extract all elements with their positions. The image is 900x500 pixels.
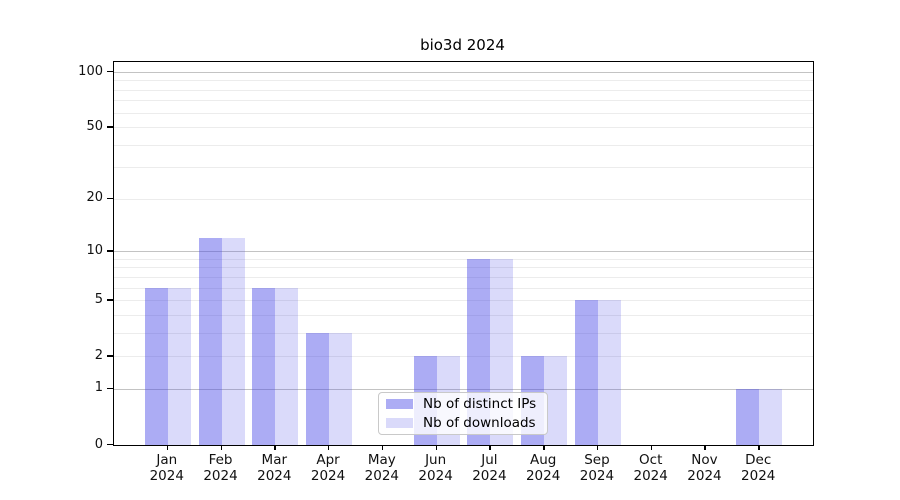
y-tick-mark <box>107 250 113 252</box>
x-tick-label-aug: Aug 2024 <box>525 452 561 484</box>
x-tick-label-apr: Apr 2024 <box>310 452 346 484</box>
x-tick-label-oct: Oct 2024 <box>633 452 668 484</box>
y-tick-label: 10 <box>86 242 103 258</box>
bar-distinct-ips-sep <box>574 300 598 445</box>
x-tick-label-may: May 2024 <box>364 452 400 484</box>
gridline-minor <box>114 356 813 358</box>
gridline-minor <box>114 112 813 114</box>
y-tick-label: 100 <box>78 63 103 79</box>
gridline-minor <box>114 167 813 169</box>
legend-swatch-downloads-icon <box>386 418 413 428</box>
x-tick-label-dec: Dec 2024 <box>741 452 776 484</box>
x-tick-mark <box>220 445 222 451</box>
bar-downloads-apr <box>329 332 353 445</box>
gridline-minor <box>114 80 813 82</box>
gridline-minor <box>114 332 813 334</box>
bar-downloads-sep <box>597 300 621 445</box>
x-tick-mark <box>704 445 706 451</box>
legend-swatch-distinct-ips-icon <box>386 399 413 409</box>
bar-downloads-feb <box>221 237 245 445</box>
x-tick-label-jun: Jun 2024 <box>418 452 453 484</box>
legend-label-downloads: Nb of downloads <box>423 415 536 431</box>
x-tick-label-sep: Sep 2024 <box>579 452 615 484</box>
y-tick-label: 1 <box>94 380 103 396</box>
chart-title: bio3d 2024 <box>420 36 505 54</box>
bar-downloads-aug <box>544 356 568 445</box>
y-tick-label: 2 <box>94 347 103 363</box>
y-tick-mark <box>107 126 113 128</box>
x-tick-mark <box>543 445 545 451</box>
bar-distinct-ips-dec <box>736 388 760 445</box>
x-tick-mark <box>328 445 330 451</box>
chart-legend: Nb of distinct IPs Nb of downloads <box>378 392 548 435</box>
bar-distinct-ips-apr <box>306 332 330 445</box>
x-tick-mark <box>758 445 760 451</box>
x-tick-label-nov: Nov 2024 <box>687 452 722 484</box>
x-tick-mark <box>381 445 384 451</box>
x-tick-mark <box>166 445 169 451</box>
legend-label-distinct-ips: Nb of distinct IPs <box>423 396 537 412</box>
gridline-minor <box>114 100 813 102</box>
gridline-minor <box>114 267 813 269</box>
gridline-minor <box>114 144 813 146</box>
y-tick-mark <box>107 355 113 357</box>
gridline-minor <box>114 258 813 260</box>
x-tick-label-jul: Jul 2024 <box>472 452 507 484</box>
y-tick-mark <box>107 299 113 301</box>
gridline-minor <box>114 287 813 289</box>
plot-area <box>113 61 814 446</box>
x-tick-mark <box>435 445 437 451</box>
y-tick-label: 5 <box>94 291 103 307</box>
legend-item-downloads: Nb of downloads <box>386 415 540 431</box>
y-tick-mark <box>107 71 113 73</box>
y-tick-label: 20 <box>86 190 103 206</box>
gridline-major <box>114 388 813 390</box>
x-tick-label-jan: Jan 2024 <box>149 452 184 484</box>
bar-distinct-ips-jan <box>144 287 168 445</box>
gridline-minor <box>114 300 813 302</box>
gridline-minor <box>114 198 813 200</box>
y-tick-mark <box>107 444 113 446</box>
x-tick-mark <box>489 445 491 451</box>
bar-distinct-ips-feb <box>198 237 222 445</box>
gridline-minor <box>114 127 813 129</box>
y-tick-label: 0 <box>94 436 103 452</box>
gridline-major <box>114 251 813 253</box>
x-tick-label-feb: Feb 2024 <box>203 452 238 484</box>
bar-distinct-ips-mar <box>252 287 276 445</box>
bar-downloads-mar <box>275 287 299 445</box>
y-tick-label: 50 <box>86 118 103 134</box>
bar-downloads-jan <box>167 287 191 445</box>
x-tick-mark <box>596 445 599 451</box>
y-tick-mark <box>107 387 113 390</box>
bar-downloads-dec <box>759 388 783 445</box>
gridline-minor <box>114 314 813 316</box>
y-tick-mark <box>107 197 113 200</box>
x-tick-mark <box>274 445 276 451</box>
legend-item-distinct-ips: Nb of distinct IPs <box>386 396 540 412</box>
x-tick-mark <box>650 445 653 451</box>
gridline-major <box>114 72 813 73</box>
gridline-minor <box>114 89 813 91</box>
x-tick-label-mar: Mar 2024 <box>257 452 292 484</box>
gridline-minor <box>114 276 813 278</box>
